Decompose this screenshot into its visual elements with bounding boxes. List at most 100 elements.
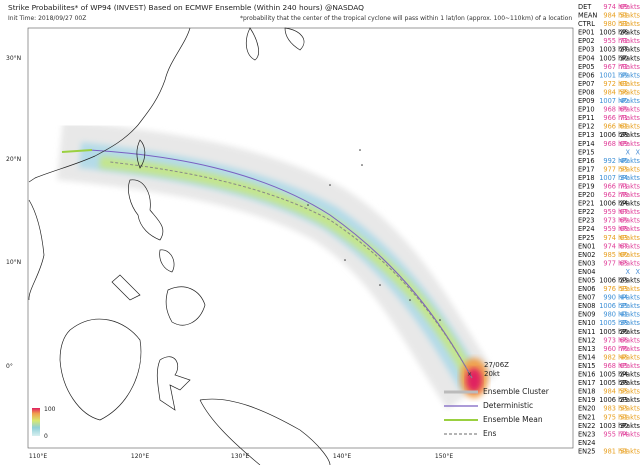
row-pressure: X	[625, 268, 630, 276]
row-wind: 44 kts	[620, 294, 640, 302]
row-name: EN20	[578, 405, 596, 413]
row-wind: 65 kts	[620, 259, 640, 267]
row-wind: 30 kts	[620, 422, 640, 430]
row-name: EN19	[578, 396, 596, 404]
row-pressure: 992 hPa	[603, 157, 630, 165]
row-pressure: 968 hPa	[603, 362, 630, 370]
storm-wind: 20kt	[484, 370, 500, 378]
row-pressure: 975 hPa	[603, 413, 630, 421]
row-pressure: 959 hPa	[603, 225, 630, 233]
row-pressure: 990 hPa	[603, 294, 630, 302]
row-pressure: 1006 hPa	[599, 396, 630, 404]
row-name: DET	[578, 3, 592, 11]
row-name: EP20	[578, 191, 595, 199]
row-name: EP24	[578, 225, 595, 233]
row-pressure: 1006 hPa	[599, 302, 630, 310]
row-pressure: 1005 hPa	[599, 29, 630, 37]
row-wind: 62 kts	[620, 80, 640, 88]
dynamic: 30°N 20°N 10°N 0° 110°E 120°E 130°E 140°E 150°E E…	[6, 3, 640, 460]
row-name: EP25	[578, 234, 595, 242]
legend-label: Ens	[483, 429, 496, 438]
row-pressure: X	[625, 148, 630, 156]
row-wind: 62 kts	[620, 123, 640, 131]
row-name: EN10	[578, 319, 596, 327]
row-wind: 60 kts	[620, 251, 640, 259]
row-name: EN09	[578, 311, 596, 319]
row-name: EP18	[578, 174, 595, 182]
colorbar	[32, 408, 40, 436]
row-pressure: 955 hPa	[603, 430, 630, 438]
row-pressure: 1003 hPa	[599, 46, 630, 54]
row-pressure: 968 hPa	[603, 140, 630, 148]
row-wind: 23 kts	[620, 277, 640, 285]
row-name: EP08	[578, 88, 595, 96]
row-wind: 71 kts	[620, 182, 640, 190]
row-pressure: 981 hPa	[603, 447, 630, 455]
row-name: EN05	[578, 277, 596, 285]
legend-label: Ensemble Cluster	[483, 387, 550, 396]
row-wind: 71 kts	[620, 114, 640, 122]
row-wind: 26 kts	[620, 29, 640, 37]
storm-position: × 27/06Z 20kt	[467, 361, 509, 378]
row-name: EP02	[578, 37, 595, 45]
row-wind: 69 kts	[620, 140, 640, 148]
row-name: EP15	[578, 148, 595, 156]
row-pressure: 966 hPa	[603, 123, 630, 131]
row-name: EN11	[578, 328, 596, 336]
row-pressure: 984 hPa	[603, 88, 630, 96]
row-name: EN02	[578, 251, 596, 259]
row-name: EN22	[578, 422, 596, 430]
row-pressure: 1003 hPa	[599, 422, 630, 430]
row-name: EN03	[578, 259, 596, 267]
row-name: EN15	[578, 362, 596, 370]
row-name: EP13	[578, 131, 595, 139]
lon-label: 130°E	[231, 453, 249, 460]
row-pressure: 966 hPa	[603, 182, 630, 190]
row-wind: 66 kts	[620, 336, 640, 344]
map-frame	[27, 27, 574, 449]
row-wind: X	[635, 268, 640, 276]
row-name: EN17	[578, 379, 596, 387]
islands	[307, 149, 441, 321]
row-wind: 56 kts	[620, 88, 640, 96]
row-wind: 69 kts	[620, 217, 640, 225]
row-pressure: 974 hPa	[603, 3, 630, 11]
row-pressure: 1007 hPa	[599, 174, 630, 182]
row-name: EP23	[578, 217, 595, 225]
row-wind: 67 kts	[620, 208, 640, 216]
row-name: EP03	[578, 46, 595, 54]
row-name: EP10	[578, 106, 595, 114]
storm-time: 27/06Z	[484, 361, 509, 369]
row-name: EP22	[578, 208, 595, 216]
legend-label: Deterministic	[483, 401, 533, 410]
title: Strike Probabilites* of WP94 (INVEST) Ba…	[8, 3, 364, 12]
row-wind: 63 kts	[620, 234, 640, 242]
row-pressure: 1005 hPa	[599, 54, 630, 62]
row-wind: 55 kts	[620, 388, 640, 396]
row-name: EP19	[578, 182, 595, 190]
row-name: EN14	[578, 353, 596, 361]
row-name: EN18	[578, 388, 596, 396]
row-pressure: 966 hPa	[603, 114, 630, 122]
row-pressure: 1005 hPa	[599, 371, 630, 379]
row-pressure: 1006 hPa	[599, 200, 630, 208]
row-pressure: 984 hPa	[603, 12, 630, 20]
row-wind: 69 kts	[620, 3, 640, 11]
row-name: EN08	[578, 302, 596, 310]
row-name: EP17	[578, 165, 595, 173]
row-name: EN16	[578, 371, 596, 379]
row-pressure: 960 hPa	[603, 345, 630, 353]
row-wind: 46 kts	[620, 157, 640, 165]
lon-label: 150°E	[435, 453, 453, 460]
row-name: EN01	[578, 242, 596, 250]
lon-label: 110°E	[29, 453, 47, 460]
row-pressure: 980 hPa	[603, 311, 630, 319]
row-wind: 24 kts	[620, 371, 640, 379]
row-pressure: 1006 hPa	[599, 277, 630, 285]
row-name: EP01	[578, 29, 595, 37]
row-wind: 34 kts	[620, 174, 640, 182]
row-pressure: 977 hPa	[603, 165, 630, 173]
init-time: Init Time: 2018/09/27 00Z	[8, 15, 86, 22]
row-pressure: 1005 hPa	[599, 319, 630, 327]
